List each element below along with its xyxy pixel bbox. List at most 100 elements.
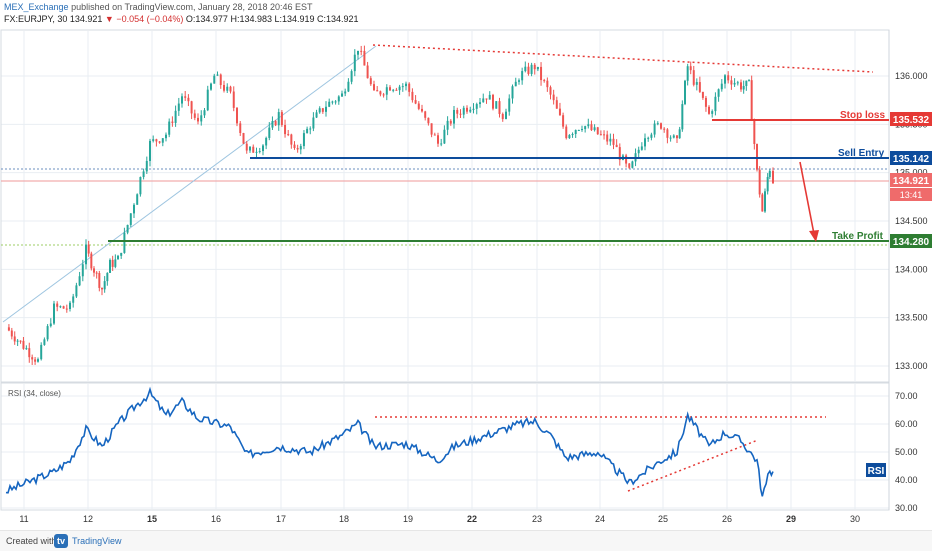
candle-body (660, 123, 662, 129)
candle-body (312, 117, 315, 129)
candle-body (142, 171, 145, 178)
candle-body (482, 98, 485, 103)
candle-body (103, 281, 106, 290)
candle-body (145, 160, 148, 172)
candle-body (16, 340, 19, 342)
time-tick-label: 12 (83, 514, 93, 524)
candle-body (584, 126, 587, 130)
candle-body (689, 66, 692, 71)
candle-body (28, 348, 31, 358)
candle-body (768, 170, 771, 177)
candle-body (232, 91, 235, 108)
countdown-tag (890, 188, 932, 201)
candle-body (408, 83, 411, 92)
candle-body (255, 151, 258, 153)
time-tick-label: 22 (467, 514, 477, 524)
time-tick-label: 23 (532, 514, 542, 524)
author-link[interactable]: MEX_Exchange (4, 2, 69, 12)
candle-body (577, 130, 580, 132)
candle-body (650, 134, 653, 138)
rsi-tick-label: 60.00 (895, 419, 918, 429)
candle-body (555, 100, 558, 109)
price-tick-label: 134.000 (895, 264, 928, 274)
candle-body (37, 359, 39, 362)
candle-body (280, 112, 283, 125)
candle-body (720, 83, 723, 90)
candle-body (277, 112, 280, 126)
candle-body (527, 66, 530, 74)
candle-body (126, 224, 129, 233)
candle-body (653, 123, 656, 135)
candle-body (421, 108, 423, 112)
price-tick-label: 134.500 (895, 216, 928, 226)
candle-body (347, 81, 350, 92)
candle-body (72, 296, 75, 303)
candle-body (398, 86, 401, 91)
candle-body (158, 141, 161, 143)
candle-body (540, 66, 543, 81)
candle-body (236, 107, 238, 124)
candle-body (740, 82, 742, 90)
candle-body (565, 126, 568, 139)
candle-body (152, 139, 155, 141)
candle-body (120, 252, 123, 256)
take-profit-tag-text: 134.280 (893, 237, 930, 248)
sell-entry-tag-text: 135.142 (893, 154, 930, 165)
candle-body (596, 127, 599, 135)
sell-entry-tag (890, 151, 932, 165)
candle-body (268, 127, 271, 138)
stop-loss-tag (890, 112, 932, 126)
rsi-pane-frame (0, 382, 890, 511)
time-tick-label: 15 (147, 514, 157, 524)
candle-body (85, 244, 87, 265)
tradingview-link[interactable]: TradingView (72, 536, 122, 546)
candle-body (492, 94, 494, 109)
candle-body (197, 117, 199, 122)
candle-body (328, 101, 331, 107)
candle-body (149, 140, 151, 161)
rsi-tag (866, 463, 886, 477)
candle-body (615, 144, 618, 148)
projection-arrow-head (809, 230, 819, 242)
grid (1, 31, 889, 509)
candle-body (46, 326, 49, 340)
take-profit-tag (890, 234, 932, 248)
candle-body (599, 134, 602, 136)
candle-body (430, 123, 433, 135)
candle-body (106, 272, 109, 282)
candle-body (521, 71, 524, 81)
candle-body (543, 80, 546, 82)
candle-body (571, 133, 574, 136)
candle-body (111, 259, 114, 267)
candle-body (644, 138, 646, 147)
chart-header: MEX_Exchange published on TradingView.co… (0, 0, 932, 30)
candle-body (772, 170, 774, 184)
candle-body (203, 110, 206, 116)
candle-body (325, 106, 327, 112)
candle-body (546, 80, 549, 88)
candle-body (287, 134, 290, 136)
candle-body (603, 134, 606, 136)
candle-body (562, 115, 565, 127)
time-tick-label: 17 (276, 514, 286, 524)
candle-body (686, 66, 689, 81)
candle-body (647, 137, 650, 139)
candle-body (581, 129, 583, 131)
candle-body (242, 133, 245, 144)
publisher-line: MEX_Exchange published on TradingView.co… (4, 2, 313, 12)
candle-body (411, 91, 414, 101)
candle-body (258, 151, 261, 153)
candle-body (299, 146, 302, 150)
tradingview-logo-icon: tv (54, 534, 68, 548)
candle-body (498, 101, 501, 114)
candle-body (558, 108, 561, 116)
candle-body (714, 96, 717, 112)
candle-body (511, 86, 514, 99)
candle-body (90, 253, 93, 269)
candle-body (692, 70, 695, 85)
candle-body (334, 101, 337, 103)
candle-body (574, 130, 577, 134)
candle-body (376, 90, 379, 92)
symbol-text: FX:EURJPY, 30 134.921 (4, 14, 103, 24)
candle-body (337, 96, 340, 102)
